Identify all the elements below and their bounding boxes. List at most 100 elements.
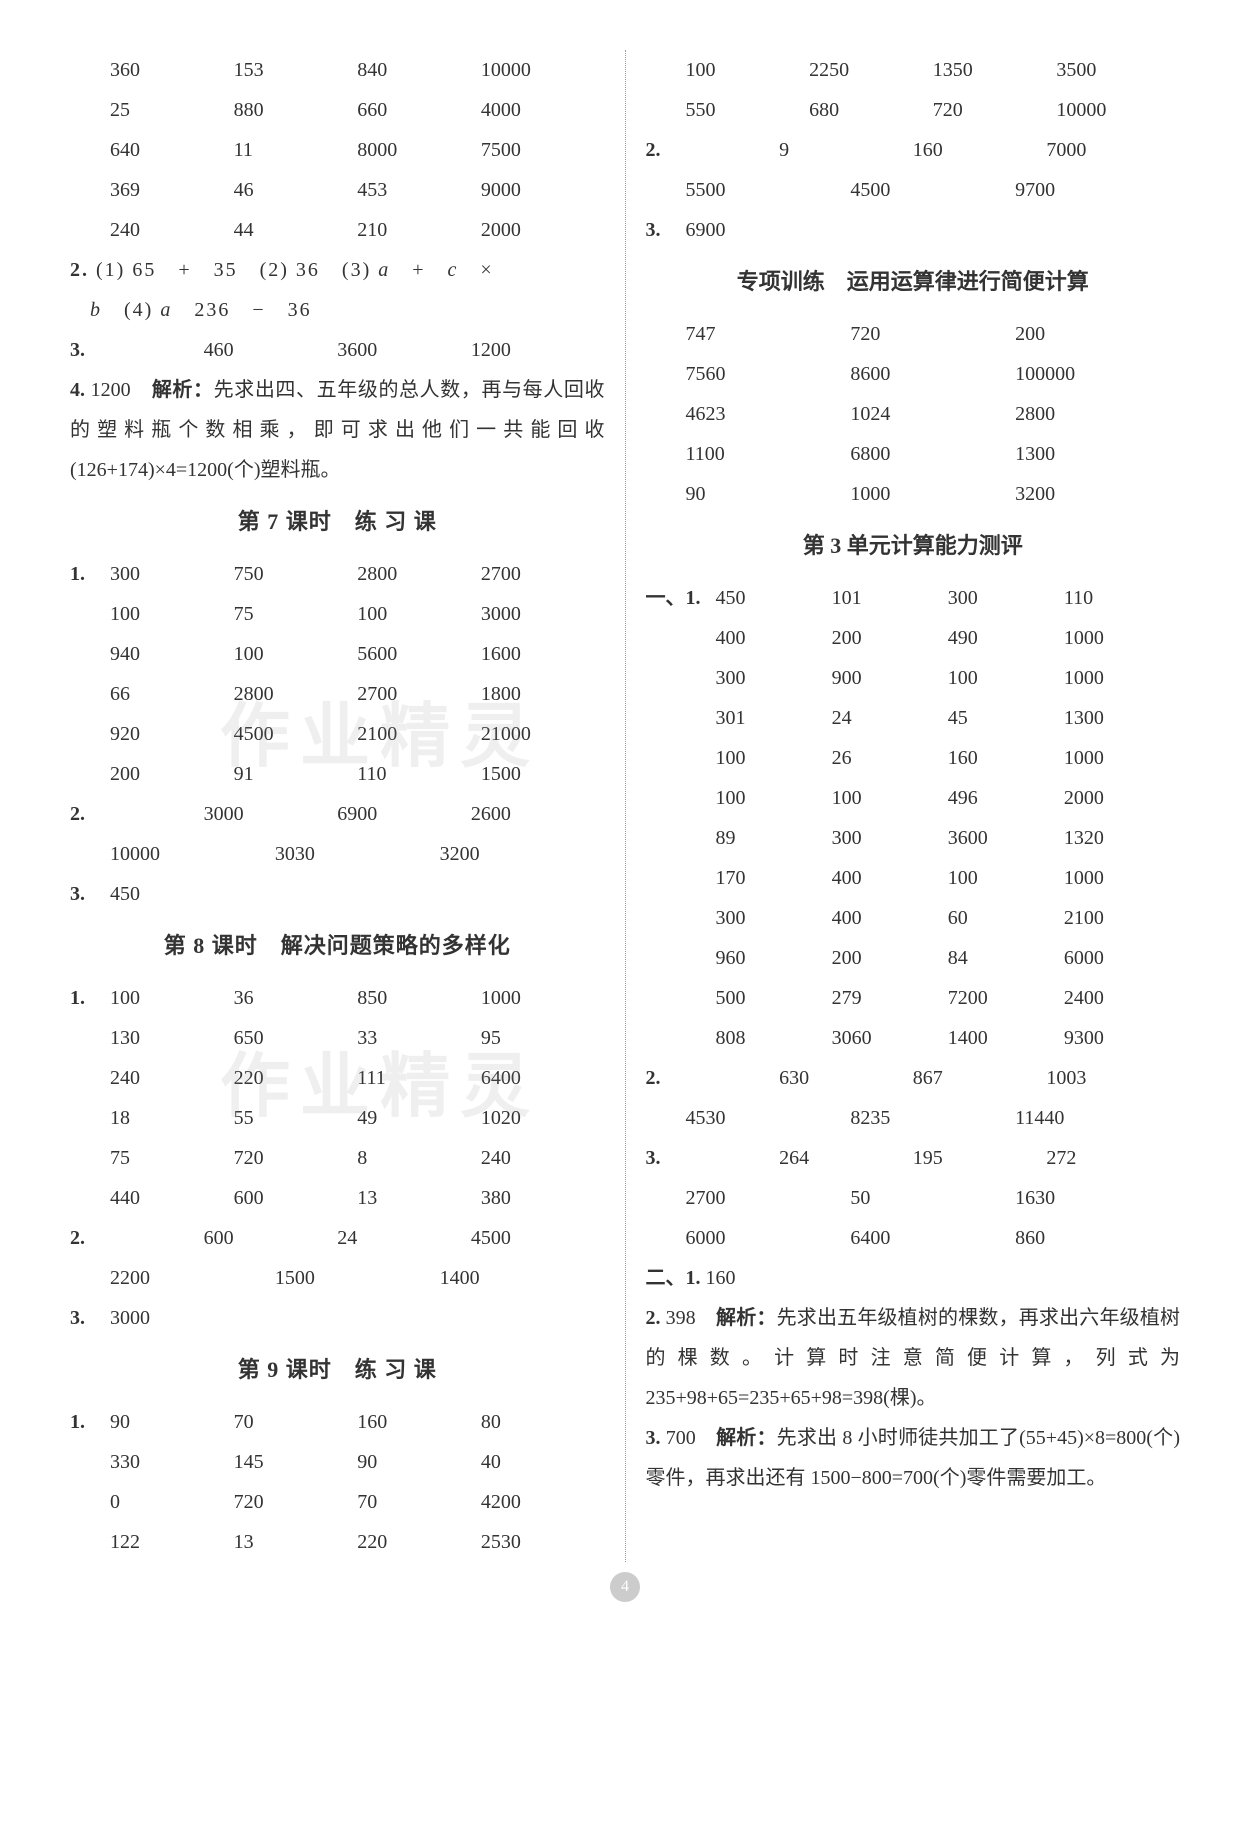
cell-value: 4623: [686, 394, 851, 434]
page-number-badge: 4: [610, 1572, 640, 1602]
q4-bold: 解析：: [152, 379, 214, 401]
cell-value: 300: [716, 898, 832, 938]
left-column: 3601538401000025880660400064011800075003…: [70, 50, 605, 1562]
q2-c: c: [448, 259, 459, 281]
cell-value: 300: [948, 578, 1064, 618]
b7-q3: 3. 450: [70, 874, 605, 914]
cell-value: 100: [110, 978, 234, 1018]
data-row: 2.91607000: [646, 130, 1181, 170]
cell-value: 100: [832, 778, 948, 818]
cell-value: 110: [357, 754, 481, 794]
cell-value: 18: [110, 1098, 234, 1138]
u3-two-1-val: 160: [701, 1267, 736, 1289]
cell-value: 100000: [1015, 354, 1180, 394]
cell-value: 11440: [1015, 1098, 1180, 1138]
cell-value: 301: [716, 698, 832, 738]
cell-value: 960: [716, 938, 832, 978]
u3-two-3-bold: 解析：: [716, 1427, 777, 1449]
q2-mid2: (4): [102, 299, 160, 321]
cell-value: 240: [110, 1058, 234, 1098]
cell-value: 70: [234, 1402, 358, 1442]
cell-value: 26: [832, 738, 948, 778]
cell-value: 747: [686, 314, 851, 354]
cell-value: 100: [716, 778, 832, 818]
cell-value: 8235: [850, 1098, 1015, 1138]
cell-value: 496: [948, 778, 1064, 818]
row-prefix: 1.: [70, 1402, 110, 1442]
cell-value: 7500: [481, 130, 605, 170]
cell-value: 210: [357, 210, 481, 250]
cell-value: 2400: [1064, 978, 1180, 1018]
cell-value: 860: [1015, 1218, 1180, 1258]
cell-value: 44: [234, 210, 358, 250]
data-row: 462310242800: [646, 394, 1181, 434]
cell-value: 21000: [481, 714, 605, 754]
data-row: 747720200: [646, 314, 1181, 354]
cell-value: 500: [716, 978, 832, 1018]
row-prefix: 2.: [70, 794, 204, 834]
cell-value: 100: [948, 858, 1064, 898]
lesson7-heading: 第 7 课时 练 习 课: [70, 500, 605, 544]
cell-value: 70: [357, 1482, 481, 1522]
cell-value: 13: [357, 1178, 481, 1218]
cell-value: 240: [481, 1138, 605, 1178]
cell-value: 49: [357, 1098, 481, 1138]
right-q2-grid: 2.91607000550045009700: [646, 130, 1181, 210]
cell-value: 195: [913, 1138, 1047, 1178]
cell-value: 360: [110, 50, 234, 90]
training-heading: 专项训练 运用运算律进行简便计算: [646, 260, 1181, 304]
cell-value: 6000: [686, 1218, 851, 1258]
q2-mid: +: [390, 259, 447, 281]
data-row: 1.100368501000: [70, 978, 605, 1018]
cell-value: 1000: [850, 474, 1015, 514]
b9-q1-grid: 1.90701608033014590400720704200122132202…: [70, 1402, 605, 1562]
q2-a2: a: [160, 299, 172, 321]
cell-value: 750: [234, 554, 358, 594]
u3-two-3-prefix: 3.: [646, 1427, 661, 1449]
cell-value: 1000: [1064, 658, 1180, 698]
cell-value: 4530: [686, 1098, 851, 1138]
cell-value: 940: [110, 634, 234, 674]
cell-value: 1000: [1064, 738, 1180, 778]
right-column: 10022501350350055068072010000 2.91607000…: [646, 50, 1181, 1562]
row-prefix: 1.: [70, 554, 110, 594]
b8-q3-val: 3000: [110, 1298, 234, 1338]
cell-value: 91: [234, 754, 358, 794]
cell-value: 33: [357, 1018, 481, 1058]
cell-value: 110: [1064, 578, 1180, 618]
cell-value: 330: [110, 1442, 234, 1482]
cell-value: 272: [1046, 1138, 1180, 1178]
cell-value: 1630: [1015, 1178, 1180, 1218]
cell-value: 45: [948, 698, 1064, 738]
cell-value: 170: [716, 858, 832, 898]
cell-value: 3500: [1056, 50, 1180, 90]
cell-value: 55: [234, 1098, 358, 1138]
cell-value: 3000: [481, 594, 605, 634]
q2-line1: 2. (1) 65 + 35 (2) 36 (3) a + c ×: [70, 250, 605, 290]
q2-line2: b (4) a 236 − 36: [70, 290, 605, 330]
page: 作业精灵 作业精灵 360153840100002588066040006401…: [0, 0, 1250, 1592]
cell-value: 400: [832, 858, 948, 898]
cell-value: 279: [832, 978, 948, 1018]
b8-q3: 3. 3000: [70, 1298, 605, 1338]
cell-value: 840: [357, 50, 481, 90]
cell-value: 100: [357, 594, 481, 634]
cell-value: 0: [110, 1482, 234, 1522]
data-row: 757208240: [70, 1138, 605, 1178]
data-row: 2.300069002600: [70, 794, 605, 834]
cell-value: 6400: [850, 1218, 1015, 1258]
cell-value: 200: [1015, 314, 1180, 354]
b8-q2-grid: 2.600244500220015001400: [70, 1218, 605, 1298]
cell-value: 450: [716, 578, 832, 618]
q3-v1: 3600: [337, 330, 471, 370]
cell-value: 122: [110, 1522, 234, 1562]
cell-value: 3200: [440, 834, 605, 874]
b7-q2-grid: 2.3000690026001000030303200: [70, 794, 605, 874]
cell-value: 95: [481, 1018, 605, 1058]
cell-value: 9300: [1064, 1018, 1180, 1058]
row-prefix: 一、1.: [646, 578, 716, 618]
cell-value: 60: [948, 898, 1064, 938]
row-prefix: 2.: [646, 130, 780, 170]
cell-value: 8: [357, 1138, 481, 1178]
cell-value: 880: [234, 90, 358, 130]
